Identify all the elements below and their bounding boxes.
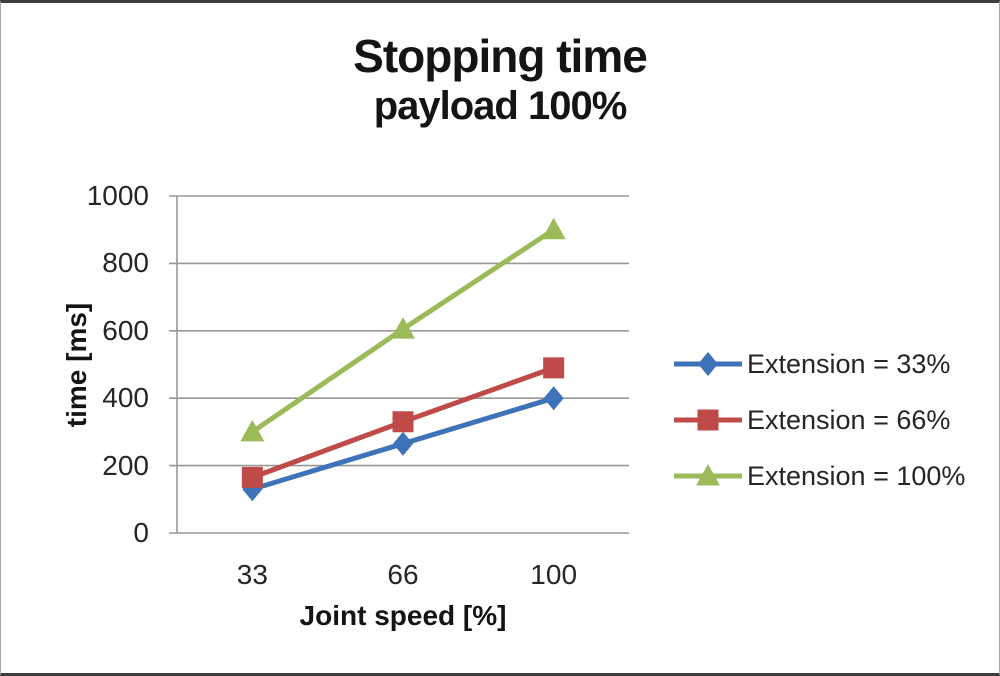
legend-item-extension-33: Extension = 33% — [673, 336, 965, 392]
y-tick-label: 600 — [102, 314, 149, 346]
x-tick-label: 100 — [530, 559, 578, 590]
legend: Extension = 33% Extension = 66% Extensio… — [673, 336, 965, 504]
chart-subtitle: payload 100% — [373, 83, 628, 128]
legend-item-extension-66: Extension = 66% — [673, 392, 965, 448]
y-tick-label: 800 — [102, 247, 149, 279]
y-tick-label: 1000 — [86, 180, 149, 211]
y-tick-label: 200 — [102, 449, 149, 481]
legend-label: Extension = 33% — [747, 348, 951, 379]
y-tick-label: 400 — [102, 382, 149, 414]
x-axis-title: Joint speed [%] — [299, 600, 507, 631]
legend-marker-square-icon — [674, 409, 742, 431]
x-tick-label: 33 — [236, 559, 268, 590]
y-tick-label: 0 — [133, 517, 149, 548]
x-tick-label: 66 — [387, 559, 419, 590]
legend-label: Extension = 66% — [747, 404, 951, 435]
plot-area — [169, 195, 629, 534]
legend-label: Extension = 100% — [747, 460, 966, 491]
chart-title: Stopping time — [353, 30, 648, 82]
legend-marker-triangle-icon — [674, 464, 742, 486]
legend-item-extension-100: Extension = 100% — [673, 448, 965, 504]
legend-marker-diamond-icon — [674, 352, 742, 376]
title-block: Stopping time payload 100% — [1, 30, 999, 129]
